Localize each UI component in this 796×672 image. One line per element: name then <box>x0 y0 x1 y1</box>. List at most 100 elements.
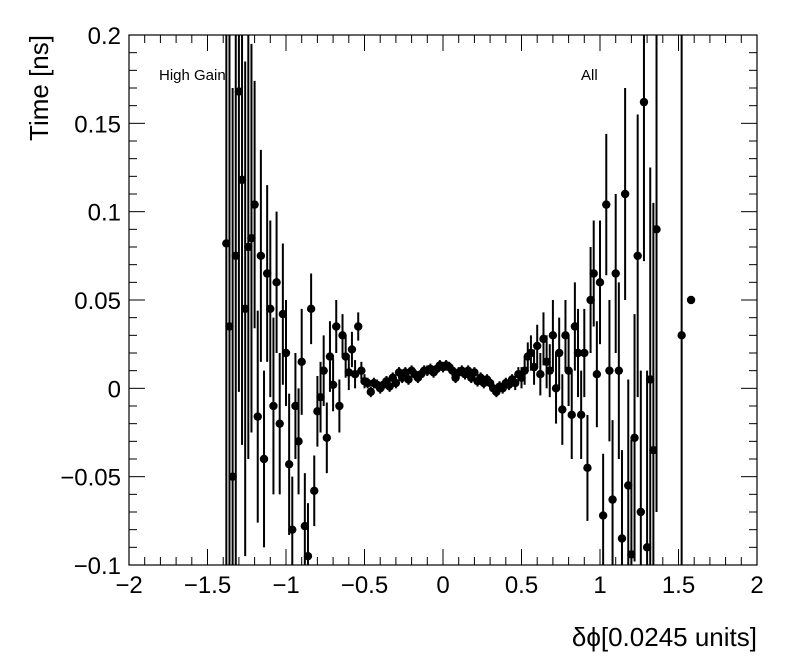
data-point <box>627 550 636 559</box>
data-point <box>564 366 573 375</box>
data-point <box>281 348 291 358</box>
data-point <box>357 366 366 375</box>
data-point <box>316 392 325 402</box>
y-axis-title: Time [ns] <box>24 35 54 141</box>
x-tick-label: −1 <box>272 572 299 599</box>
x-tick-label: 1.5 <box>662 572 695 599</box>
data-point <box>580 348 589 358</box>
data-point <box>573 348 583 358</box>
data-point <box>583 463 592 473</box>
data-point <box>237 175 247 185</box>
data-point <box>586 295 595 305</box>
data-point <box>335 401 344 411</box>
data-point <box>617 534 627 543</box>
data-point <box>247 233 256 243</box>
data-point <box>636 507 646 517</box>
data-point <box>605 366 614 375</box>
data-point <box>404 375 413 384</box>
x-tick-label: −0.5 <box>341 572 388 599</box>
data-point <box>624 481 633 490</box>
data-point <box>520 366 529 375</box>
x-tick-label: −1.5 <box>184 572 231 599</box>
x-tick-label: −2 <box>115 572 142 599</box>
y-tick-label: −0.05 <box>60 465 121 492</box>
data-point <box>269 401 278 411</box>
data-point <box>266 304 275 314</box>
data-point <box>536 370 545 379</box>
annotation-right: All <box>581 67 598 84</box>
y-tick-label: 0.15 <box>74 111 121 138</box>
data-point <box>259 454 269 464</box>
data-point <box>310 486 319 495</box>
x-tick-label: 0 <box>436 572 449 599</box>
data-point <box>297 357 306 367</box>
data-point <box>225 322 234 331</box>
data-point <box>677 331 686 340</box>
data-point <box>234 87 244 96</box>
data-point <box>539 334 548 344</box>
data-point <box>526 348 536 358</box>
data-point <box>291 401 300 411</box>
data-point <box>548 331 558 340</box>
data-point <box>517 373 526 382</box>
data-point <box>350 370 360 379</box>
data-point <box>240 304 250 314</box>
data-point <box>554 348 564 358</box>
data-point <box>470 368 479 377</box>
data-point <box>570 322 580 331</box>
data-point <box>319 366 328 375</box>
data-point <box>542 357 551 367</box>
data-point <box>649 445 658 455</box>
data-point <box>561 331 570 340</box>
data-point <box>244 242 253 252</box>
data-point <box>313 407 322 416</box>
x-tick-label: 1 <box>593 572 606 599</box>
data-point <box>366 387 375 397</box>
data-point <box>363 378 372 388</box>
data-point <box>325 352 335 361</box>
annotation-left: High Gain <box>159 67 226 84</box>
data-point <box>303 551 313 561</box>
data-point <box>262 269 272 278</box>
data-point <box>551 384 561 393</box>
x-tick-label: 0.5 <box>505 572 538 599</box>
plot-frame <box>128 34 758 566</box>
plot-area-border <box>128 34 758 566</box>
data-point <box>328 380 338 389</box>
y-tick-label: −0.1 <box>74 553 121 580</box>
data-point <box>608 495 617 504</box>
axis-ticks: −2 −1.5 −1 −0.5 0 0.5 1 1.5 2 −0.1 −0.05 0 0.05 0.1 0.… <box>60 23 763 599</box>
data-point <box>256 251 266 261</box>
data-point <box>341 352 350 361</box>
data-point <box>639 97 649 107</box>
data-point <box>294 437 303 446</box>
data-point <box>533 341 542 351</box>
data-point <box>686 295 696 305</box>
data-point <box>558 405 567 414</box>
data-point <box>253 412 262 421</box>
data-point <box>322 433 332 442</box>
data-point <box>338 331 347 340</box>
data-point <box>595 278 605 287</box>
data-points <box>222 35 696 565</box>
y-tick-label: 0 <box>108 376 121 403</box>
x-axis-title: δϕ[0.0245 units] <box>572 622 757 652</box>
y-tick-label: 0.1 <box>88 200 121 227</box>
data-point <box>642 543 652 552</box>
data-point <box>332 322 341 331</box>
x-tick-label: 2 <box>750 572 763 599</box>
data-point <box>598 511 608 520</box>
data-point <box>620 189 630 199</box>
data-point <box>611 269 620 278</box>
data-point <box>391 378 401 388</box>
data-point <box>614 366 624 375</box>
data-point <box>300 521 310 531</box>
data-point <box>231 251 240 261</box>
data-point <box>228 472 237 481</box>
data-point <box>589 269 598 278</box>
data-point <box>567 410 576 420</box>
data-point <box>306 304 316 314</box>
data-point <box>288 525 297 534</box>
data-point <box>278 309 288 319</box>
